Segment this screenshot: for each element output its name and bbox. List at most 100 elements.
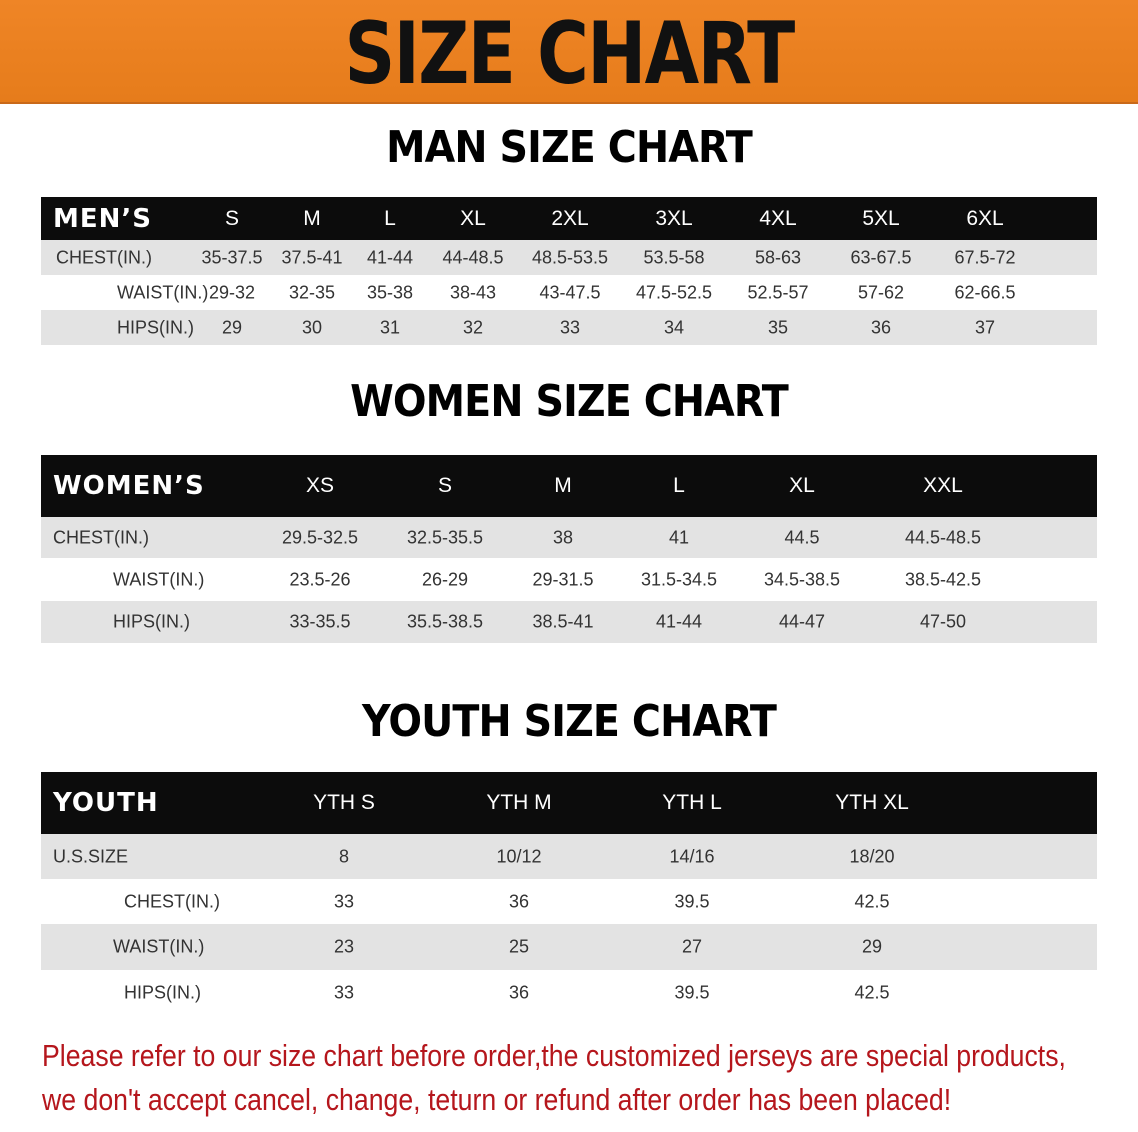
table-cell: 33 — [333, 891, 355, 911]
men-title: MAN SIZE CHART — [386, 122, 753, 173]
table-cell: 36 — [870, 317, 892, 337]
table-heading: YOUTH — [53, 788, 159, 818]
notice-line-2: we don't accept cancel, change, teturn o… — [42, 1082, 952, 1117]
row-label: CHEST(IN.) — [56, 247, 152, 267]
table-cell: 37 — [974, 317, 996, 337]
table-cell: 38 — [552, 527, 574, 547]
header-row: MEN’S S M L XL 2XL 3XL 4XL 5XL 6XL — [41, 197, 1097, 240]
table-cell: 44-47 — [778, 611, 826, 632]
table-row: CHEST(IN.) 35-37.5 37.5-41 41-44 44-48.5 48.5… — [41, 240, 1097, 275]
table-row: WAIST(IN.) 29-32 32-35 35-38 38-43 43-47.5 47.… — [41, 275, 1097, 310]
table-cell: 39.5 — [674, 891, 710, 911]
table-cell: 53.5-58 — [643, 247, 705, 267]
row-label: WAIST(IN.) — [113, 936, 205, 957]
table-row: CHEST(IN.) 33 36 39.5 42.5 — [41, 879, 1097, 924]
table-cell: 26-29 — [421, 569, 469, 589]
row-label: WAIST(IN.) — [117, 282, 209, 302]
table-cell: 44-48.5 — [442, 247, 504, 267]
table-cell: 31.5-34.5 — [640, 569, 718, 589]
youth-title: YOUTH SIZE CHART — [361, 696, 777, 747]
table-cell: 37.5-41 — [281, 247, 343, 267]
banner: SIZE CHART — [0, 0, 1138, 104]
table-cell: 39.5 — [674, 982, 710, 1002]
table-cell: 38-43 — [449, 282, 497, 302]
size-column-header: M — [303, 206, 321, 230]
table-cell: 57-62 — [857, 282, 905, 302]
table-cell: 29-31.5 — [532, 569, 594, 589]
table-row: HIPS(IN.) 33-35.5 35.5-38.5 38.5-41 41-44 44-… — [41, 601, 1097, 643]
table-cell: 62-66.5 — [954, 282, 1016, 302]
table-cell: 29 — [861, 936, 883, 957]
table-row: HIPS(IN.) 29 30 31 32 33 34 35 36 37 — [41, 310, 1097, 345]
size-column-header: XL — [789, 474, 815, 497]
table-cell: 47.5-52.5 — [635, 282, 713, 302]
size-column-header: M — [554, 474, 572, 497]
header-row: YOUTH YTH S YTH M YTH L YTH XL — [41, 772, 1097, 834]
row-label: HIPS(IN.) — [124, 982, 202, 1002]
table-cell: 29 — [221, 317, 243, 337]
table-cell: 33 — [333, 982, 355, 1002]
table-cell: 36 — [508, 891, 530, 911]
table-cell: 58-63 — [754, 247, 802, 267]
table-heading: WOMEN’S — [53, 471, 205, 501]
table-cell: 25 — [508, 936, 530, 957]
size-column-header: S — [437, 474, 453, 497]
table-cell: 18/20 — [849, 846, 895, 866]
table-cell: 52.5-57 — [747, 282, 809, 302]
table-row: HIPS(IN.) 33 36 39.5 42.5 — [41, 970, 1097, 1015]
size-column-header: 2XL — [551, 206, 589, 230]
size-column-header: YTH L — [662, 791, 722, 814]
table-cell: 35-38 — [366, 282, 414, 302]
table-cell: 8 — [338, 846, 350, 866]
table-cell: 23 — [333, 936, 355, 957]
table-cell: 42.5 — [854, 891, 890, 911]
table-row: CHEST(IN.) 29.5-32.5 32.5-35.5 38 41 44.5 44.5… — [41, 517, 1097, 558]
youth-size-table: YOUTH YTH S YTH M YTH L YTH XL U.S.SIZE 8 10/12… — [41, 772, 1097, 1016]
size-column-header: YTH XL — [835, 791, 909, 814]
size-column-header: XS — [305, 474, 335, 497]
table-cell: 33-35.5 — [289, 611, 351, 632]
table-cell: 23.5-26 — [289, 569, 351, 589]
table-cell: 32 — [462, 317, 484, 337]
table-cell: 34.5-38.5 — [763, 569, 841, 589]
table-cell: 32.5-35.5 — [406, 527, 484, 547]
table-cell: 41-44 — [366, 247, 414, 267]
table-cell: 32-35 — [288, 282, 336, 302]
row-label: CHEST(IN.) — [53, 527, 149, 547]
size-column-header: S — [224, 206, 240, 230]
women-size-table: WOMEN’S XS S M L XL XXL CHEST(IN.) 29.5-32.5 32.5… — [41, 455, 1097, 644]
size-column-header: 3XL — [655, 206, 693, 230]
size-column-header: L — [673, 474, 685, 497]
table-cell: 29.5-32.5 — [281, 527, 359, 547]
men-size-table: MEN’S S M L XL 2XL 3XL 4XL 5XL 6XL CHEST(IN.) 35-37… — [41, 197, 1097, 345]
table-cell: 36 — [508, 982, 530, 1002]
table-cell: 30 — [301, 317, 323, 337]
table-cell: 41-44 — [655, 611, 703, 632]
size-column-header: YTH M — [486, 791, 552, 814]
row-label: U.S.SIZE — [53, 846, 129, 866]
table-cell: 48.5-53.5 — [531, 247, 609, 267]
banner-title: SIZE CHART — [344, 4, 795, 104]
table-cell: 10/12 — [496, 846, 542, 866]
table-cell: 67.5-72 — [954, 247, 1016, 267]
size-column-header: XL — [460, 206, 486, 230]
table-cell: 14/16 — [669, 846, 715, 866]
table-cell: 33 — [559, 317, 581, 337]
notice-line-1: Please refer to our size chart before or… — [42, 1038, 1066, 1073]
row-label: HIPS(IN.) — [117, 317, 195, 337]
table-cell: 27 — [681, 936, 703, 957]
size-column-header: YTH S — [313, 791, 375, 814]
table-row: WAIST(IN.) 23 25 27 29 — [41, 924, 1097, 970]
size-column-header: 5XL — [862, 206, 900, 230]
row-label: HIPS(IN.) — [113, 611, 191, 632]
size-column-header: 4XL — [759, 206, 797, 230]
table-row: WAIST(IN.) 23.5-26 26-29 29-31.5 31.5-34.5 34… — [41, 558, 1097, 601]
table-cell: 47-50 — [919, 611, 967, 632]
table-cell: 38.5-42.5 — [904, 569, 982, 589]
table-cell: 44.5-48.5 — [904, 527, 982, 547]
table-row: U.S.SIZE 8 10/12 14/16 18/20 — [41, 834, 1097, 879]
table-cell: 41 — [668, 527, 690, 547]
row-label: CHEST(IN.) — [124, 891, 220, 911]
size-column-header: 6XL — [966, 206, 1004, 230]
table-cell: 29-32 — [208, 282, 256, 302]
